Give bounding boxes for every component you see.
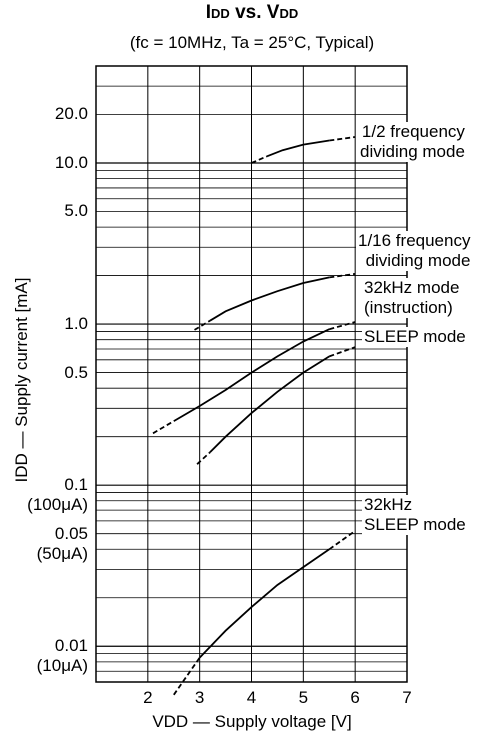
series-line-end-5 (328, 530, 356, 551)
x-tick-label: 7 (402, 688, 412, 707)
series-line-start-2 (194, 319, 211, 331)
series-line-2 (209, 276, 330, 322)
chart-subtitle: (fc = 10MHz, Ta = 25°C, Typical) (129, 33, 375, 52)
y-tick-label: 5.0 (64, 201, 88, 221)
series-line-3 (173, 328, 330, 422)
x-tick-label: 3 (194, 688, 205, 707)
y-tick-label: 1.0 (64, 314, 88, 334)
x-axis-label: VDD — Supply voltage [V] (152, 712, 352, 731)
x-tick-label: 5 (298, 688, 309, 707)
y-tick-label: 20.0 (54, 104, 88, 124)
y-tick-label: 0.01 (10μA) (36, 636, 88, 676)
y-tick-label: 0.5 (64, 362, 88, 382)
y-axis-label: IDD — Supply current [mA] (12, 277, 31, 483)
x-tick-label: 6 (350, 688, 360, 707)
series-line-start-3 (152, 420, 175, 435)
x-tick-label: 2 (143, 688, 153, 707)
x-tick-label: 4 (246, 688, 257, 707)
series-label-3: 32kHz mode (instruction) (362, 278, 462, 318)
y-tick-label: 10.0 (54, 152, 88, 172)
y-tick-label: 0.05 (50μA) (36, 523, 88, 563)
series-line-start-1 (251, 155, 268, 164)
series-label-5: 32kHz SLEEP mode (362, 495, 468, 535)
series-line-start-4 (196, 451, 211, 465)
series-line-end-1 (329, 136, 356, 142)
plot-frame (95, 65, 408, 683)
series-line-1 (266, 139, 330, 158)
series-line-end-3 (329, 321, 356, 331)
y-tick-label: 0.1 (100μA) (27, 475, 88, 515)
chart-title: IDD vs. VDD (205, 2, 299, 23)
series-line-4 (209, 355, 330, 453)
series-line-end-2 (329, 273, 356, 279)
series-label-2: 1/16 frequency dividing mode (356, 231, 473, 271)
series-line-5 (199, 548, 330, 659)
series-label-1: 1/2 frequency dividing mode (358, 122, 467, 162)
series-line-end-4 (328, 346, 356, 358)
series-label-4: SLEEP mode (362, 327, 468, 347)
